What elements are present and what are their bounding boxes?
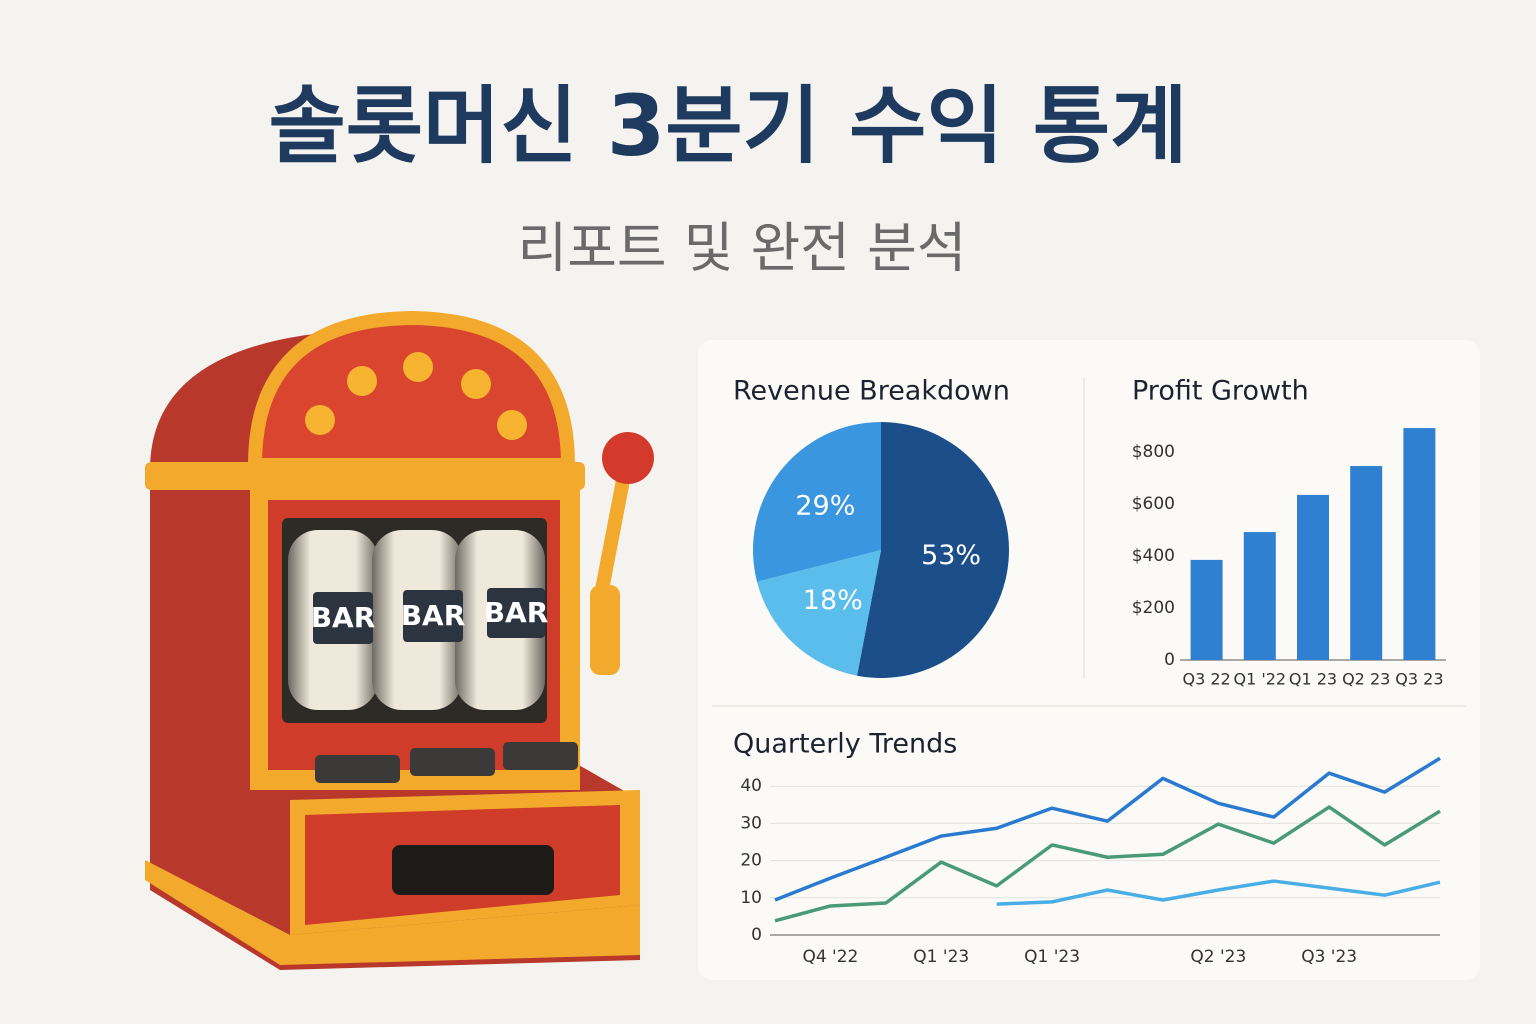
line-series — [996, 879, 1441, 906]
x-tick-label: Q1 '23 — [1024, 947, 1080, 967]
y-tick-label: 0 — [751, 925, 762, 945]
line-series — [774, 756, 1441, 902]
pie-slice — [757, 550, 881, 676]
chart-title: Profit Growth — [1132, 376, 1309, 407]
x-tick-label: Q3 22 — [1182, 670, 1230, 689]
y-tick-label: 10 — [740, 888, 762, 908]
chart-title: Quarterly Trends — [733, 729, 957, 760]
bar — [1403, 428, 1436, 660]
y-tick-label: 20 — [740, 851, 762, 871]
x-tick-label: Q2 23 — [1342, 670, 1390, 689]
page-title: 솔롯머신 3분기 수익 통계 — [269, 77, 1188, 175]
reel-symbol: BAR — [484, 596, 549, 629]
x-tick-label: Q1 '23 — [913, 947, 969, 967]
reel-symbol: BAR — [401, 599, 466, 632]
x-tick-label: Q1 '22 — [1233, 670, 1286, 689]
y-tick-label: $600 — [1132, 494, 1175, 514]
x-tick-label: Q4 '22 — [802, 947, 858, 967]
reel-symbol: BAR — [311, 601, 376, 634]
slot-machine: BAR BAR BAR — [145, 310, 654, 970]
x-tick-label: Q3 '23 — [1301, 947, 1357, 967]
bar — [1190, 559, 1223, 660]
pie-slice — [753, 422, 881, 582]
y-tick-label: $800 — [1132, 442, 1175, 462]
bar — [1350, 466, 1383, 660]
y-tick-label: $400 — [1132, 546, 1175, 566]
bar — [1297, 494, 1329, 660]
line-series — [774, 805, 1441, 923]
x-tick-label: Q2 '23 — [1190, 947, 1246, 967]
chart-title: Revenue Breakdown — [733, 376, 1010, 407]
y-tick-label: 40 — [740, 776, 762, 796]
bar — [1243, 532, 1276, 660]
data-label: 29% — [795, 490, 855, 521]
data-label: 53% — [921, 540, 981, 571]
y-tick-label: 0 — [1164, 650, 1175, 670]
y-tick-label: $200 — [1132, 598, 1175, 618]
x-tick-label: Q3 23 — [1395, 670, 1443, 689]
data-label: 18% — [803, 585, 863, 616]
page-subtitle: 리포트 및 완전 분석 — [518, 217, 967, 280]
x-tick-label: Q1 23 — [1289, 670, 1337, 689]
y-tick-label: 30 — [740, 813, 762, 833]
pie-slice — [857, 422, 1009, 678]
